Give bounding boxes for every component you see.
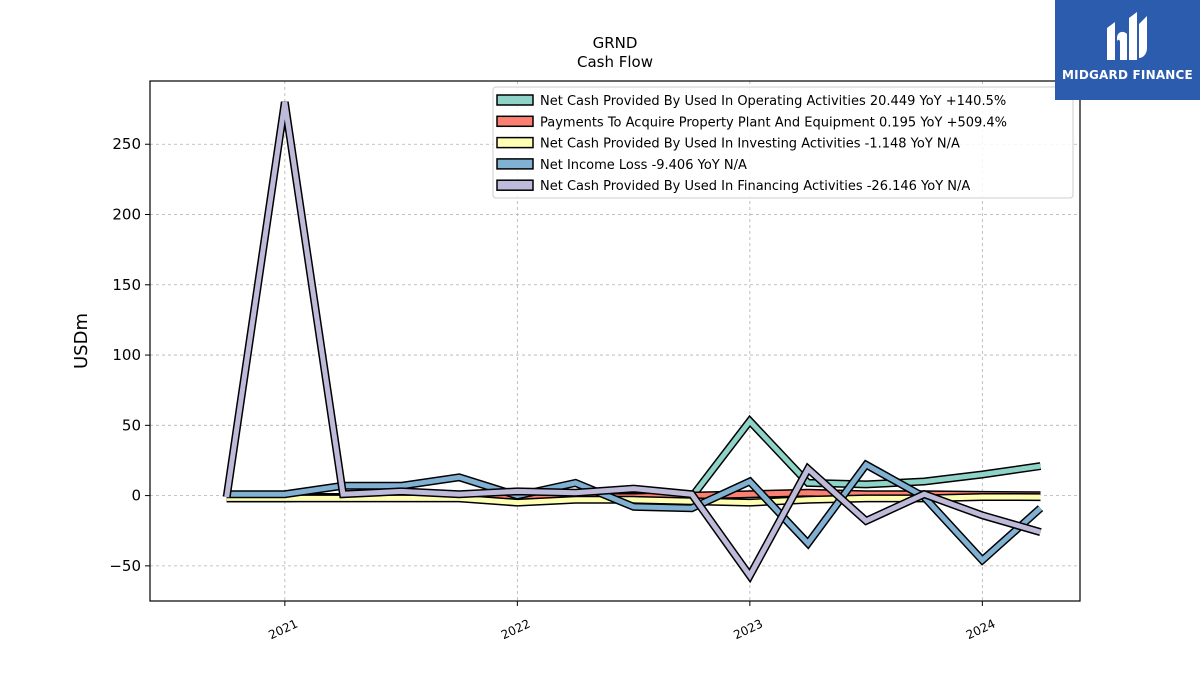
midgard-logo-icon	[1107, 12, 1147, 60]
y-tick-label: 250	[112, 135, 141, 153]
legend-swatch	[496, 158, 534, 170]
y-tick-label: 150	[112, 276, 141, 294]
y-axis-label: USDm	[71, 313, 92, 369]
brand-logo: MIDGARD FINANCE	[1055, 0, 1200, 100]
legend-swatch	[496, 94, 534, 106]
series-line	[224, 101, 1042, 581]
x-tick-label: 2023	[731, 617, 765, 643]
legend-box	[492, 86, 1074, 199]
series-line	[226, 461, 1043, 564]
y-tick-label: 200	[112, 206, 141, 224]
legend-label: Net Cash Provided By Used In Operating A…	[540, 94, 1006, 109]
legend-label: Net Cash Provided By Used In Financing A…	[540, 179, 970, 194]
series-lines	[222, 101, 1044, 584]
logo-text: MIDGARD FINANCE	[1062, 68, 1193, 82]
y-tick-label: 0	[131, 487, 141, 505]
x-tick-label: 2022	[499, 617, 533, 643]
y-tick-label: −50	[109, 557, 141, 575]
legend: Net Cash Provided By Used In Operating A…	[492, 86, 1074, 199]
legend-swatch	[496, 136, 534, 149]
legend-label: Net Cash Provided By Used In Investing A…	[540, 137, 960, 152]
legend-swatch	[496, 179, 534, 191]
legend-label: Payments To Acquire Property Plant And E…	[540, 115, 1007, 130]
x-tick-label: 2021	[266, 617, 300, 643]
chart-title: GRND	[593, 34, 638, 52]
legend-label: Net Income Loss -9.406 YoY N/A	[540, 158, 747, 173]
legend-swatch	[496, 115, 534, 128]
series-line	[226, 494, 1041, 506]
y-tick-label: 100	[112, 346, 141, 364]
y-tick-label: 50	[122, 416, 141, 434]
chart-subtitle: Cash Flow	[577, 53, 653, 71]
plot-frame	[149, 80, 1081, 602]
x-tick-label: 2024	[964, 617, 998, 643]
